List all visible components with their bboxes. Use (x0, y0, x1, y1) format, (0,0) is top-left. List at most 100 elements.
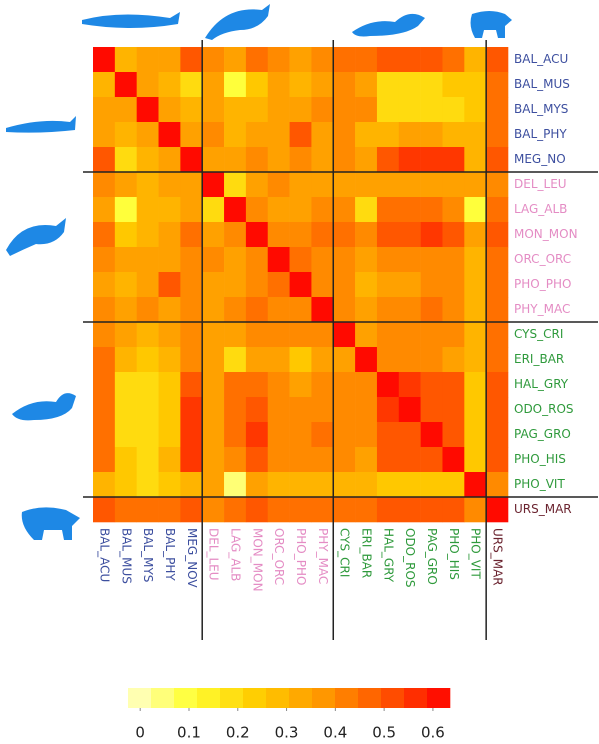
heat-cell (464, 497, 486, 522)
heat-cell (115, 297, 137, 322)
heat-cell (159, 247, 181, 272)
heat-cell (399, 472, 421, 497)
col-label: PAG_GRO (425, 528, 439, 585)
heat-cell (311, 297, 333, 322)
heat-cell (115, 472, 137, 497)
heat-cell (333, 372, 355, 397)
heat-cell (333, 247, 355, 272)
heat-cell (137, 122, 159, 147)
colorbar-block (289, 688, 312, 708)
heat-cell (355, 272, 377, 297)
heat-cell (290, 372, 312, 397)
col-label: BAL_MUS (119, 528, 133, 584)
heat-cell (159, 122, 181, 147)
heat-cell (93, 497, 115, 522)
heat-cell (159, 347, 181, 372)
heat-cell (180, 197, 202, 222)
heat-cell (202, 347, 224, 372)
colorbar-block (358, 688, 381, 708)
heat-cell (290, 297, 312, 322)
heat-cell (93, 422, 115, 447)
heat-cell (377, 297, 399, 322)
row-label: BAL_MYS (514, 102, 568, 116)
heat-cell (93, 147, 115, 172)
colorbar-tick-label: 0.1 (177, 724, 201, 742)
heat-cell (202, 47, 224, 72)
heat-cell (377, 197, 399, 222)
col-label: BAL_PHY (163, 528, 177, 581)
heat-cell (93, 122, 115, 147)
heat-cell (115, 372, 137, 397)
bear-icon (22, 507, 80, 540)
heat-cell (115, 347, 137, 372)
heat-cell (333, 347, 355, 372)
col-label: ERI_BAR (360, 528, 374, 578)
heat-cell (159, 272, 181, 297)
heat-cell (268, 297, 290, 322)
row-label: ERI_BAR (514, 352, 564, 366)
heat-cell (421, 297, 443, 322)
heat-cell (202, 372, 224, 397)
heat-cell (268, 197, 290, 222)
heat-cell (311, 147, 333, 172)
heat-cell (224, 172, 246, 197)
heat-cell (159, 47, 181, 72)
heat-cell (180, 122, 202, 147)
heat-cell (93, 97, 115, 122)
heat-cell (268, 472, 290, 497)
heat-cell (377, 97, 399, 122)
colorbar-block (243, 688, 266, 708)
heat-cell (268, 447, 290, 472)
heat-cell (486, 497, 508, 522)
heat-cell (377, 447, 399, 472)
heat-cell (246, 472, 268, 497)
heat-cell (180, 47, 202, 72)
heat-cell (355, 97, 377, 122)
heat-cell (93, 322, 115, 347)
heat-cell (159, 447, 181, 472)
col-label: PHO_VIT (469, 528, 483, 579)
heat-cell (224, 147, 246, 172)
heat-cell (268, 422, 290, 447)
heat-cell (333, 197, 355, 222)
heat-cell (486, 472, 508, 497)
row-label: PHO_VIT (514, 477, 565, 491)
heat-cell (442, 122, 464, 147)
heat-cell (137, 297, 159, 322)
heat-cell (311, 72, 333, 97)
row-label: ORC_ORC (514, 252, 571, 266)
heat-cell (202, 397, 224, 422)
heat-cell (399, 147, 421, 172)
heat-cell (159, 397, 181, 422)
heat-cell (399, 497, 421, 522)
heat-cell (442, 97, 464, 122)
heat-cell (399, 297, 421, 322)
heat-cell (137, 322, 159, 347)
heat-cell (268, 122, 290, 147)
heat-cell (399, 222, 421, 247)
heat-cell (486, 447, 508, 472)
heat-cell (246, 272, 268, 297)
heat-cell (333, 172, 355, 197)
colorbar-block (404, 688, 427, 708)
heat-cell (486, 272, 508, 297)
heat-cell (377, 247, 399, 272)
col-label: MEG_NOV (185, 528, 199, 588)
heat-cell (202, 297, 224, 322)
heat-cell (180, 422, 202, 447)
col-label: URS_MAR (491, 528, 505, 586)
row-label: MEG_NO (514, 152, 566, 166)
col-label: LAG_ALB (228, 528, 242, 581)
heat-cell (202, 222, 224, 247)
heat-cell (333, 122, 355, 147)
heat-cell (486, 122, 508, 147)
heat-cell (333, 297, 355, 322)
heat-cell (464, 447, 486, 472)
whale-icon (82, 12, 180, 28)
heat-cell (115, 322, 137, 347)
heat-cell (246, 372, 268, 397)
heat-cell (290, 322, 312, 347)
heat-cell (268, 322, 290, 347)
heat-cell (486, 197, 508, 222)
heat-cell (290, 197, 312, 222)
